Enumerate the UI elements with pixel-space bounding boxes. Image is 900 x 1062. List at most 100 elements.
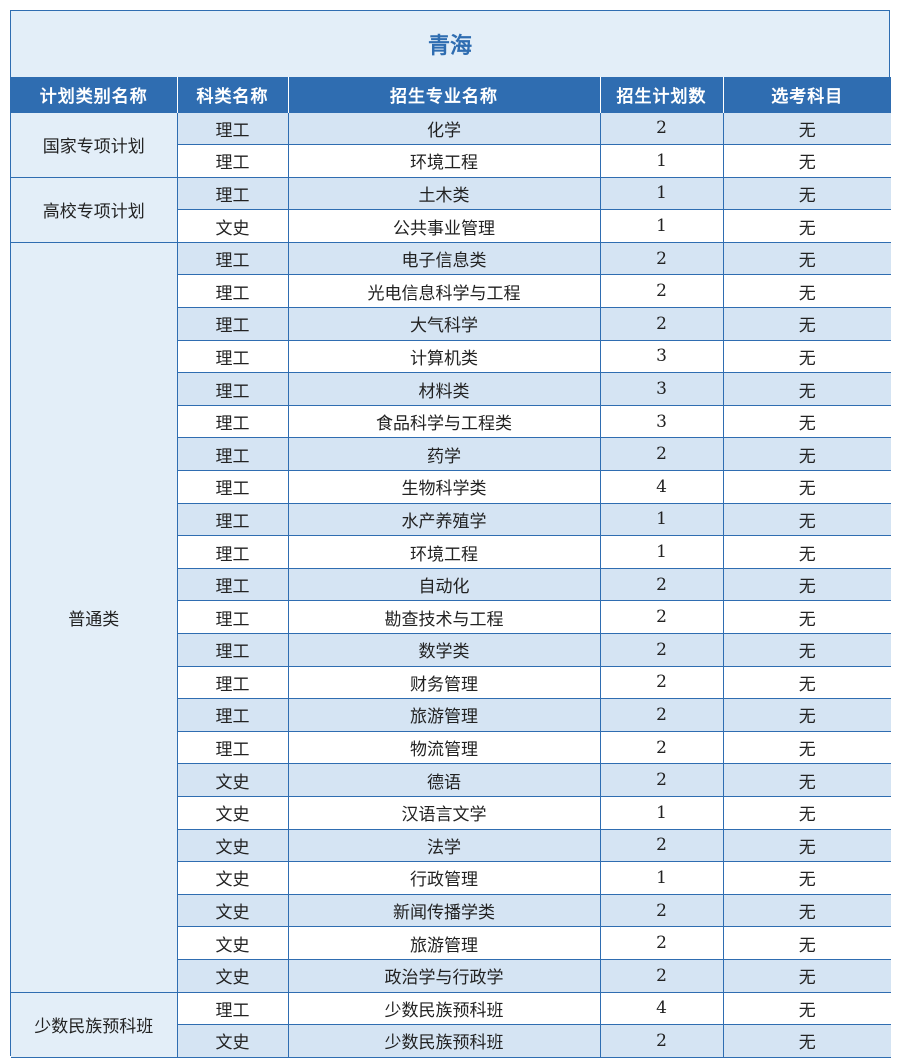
subject-type-cell: 文史 bbox=[176, 795, 289, 830]
header-plan-count: 招生计划数 bbox=[599, 77, 723, 112]
major-name-cell: 药学 bbox=[287, 437, 601, 472]
subject-type-cell: 理工 bbox=[176, 144, 289, 178]
plan-count-cell: 2 bbox=[599, 828, 724, 863]
major-name-cell: 政治学与行政学 bbox=[287, 958, 601, 993]
major-name-cell: 新闻传播学类 bbox=[287, 893, 601, 928]
elective-subjects-cell: 无 bbox=[722, 893, 891, 928]
table-row: 普通类 理工 电子信息类 2 无 bbox=[11, 241, 891, 993]
table-row: 高校专项计划 理工 土木类 1 无 bbox=[11, 176, 891, 243]
subject-type-cell: 文史 bbox=[176, 958, 289, 993]
subject-type-cell: 理工 bbox=[176, 241, 289, 276]
subject-type-cell: 理工 bbox=[176, 470, 289, 504]
major-name-cell: 环境工程 bbox=[287, 144, 601, 178]
elective-subjects-cell: 无 bbox=[722, 1024, 891, 1058]
subject-type-cell: 理工 bbox=[176, 274, 289, 309]
subject-type-cell: 理工 bbox=[176, 111, 289, 146]
table-row: 理工 水产养殖学 1 无 bbox=[11, 502, 891, 537]
elective-subjects-cell: 无 bbox=[722, 535, 891, 569]
plan-count-cell: 4 bbox=[599, 991, 724, 1026]
plan-category-cell: 国家专项计划 bbox=[11, 111, 178, 178]
table-row: 国家专项计划 理工 化学 2 无 bbox=[11, 111, 891, 178]
major-name-cell: 环境工程 bbox=[287, 535, 601, 569]
subject-type-cell: 理工 bbox=[176, 437, 289, 472]
plan-count-cell: 2 bbox=[599, 893, 724, 928]
subject-type-cell: 理工 bbox=[176, 372, 289, 406]
major-name-cell: 行政管理 bbox=[287, 861, 601, 895]
plan-count-cell: 3 bbox=[599, 404, 724, 439]
elective-subjects-cell: 无 bbox=[722, 567, 891, 602]
plan-count-cell: 2 bbox=[599, 698, 724, 732]
plan-count-cell: 1 bbox=[599, 795, 724, 830]
plan-category-cell: 少数民族预科班 bbox=[11, 991, 178, 1058]
subject-type-cell: 理工 bbox=[176, 176, 289, 211]
table-row: 文史 公共事业管理 1 无 bbox=[11, 209, 891, 243]
subject-type-cell: 文史 bbox=[176, 1024, 289, 1058]
major-name-cell: 数学类 bbox=[287, 633, 601, 667]
table-row: 文史 法学 2 无 bbox=[11, 828, 891, 863]
elective-subjects-cell: 无 bbox=[722, 339, 891, 374]
table-row: 理工 财务管理 2 无 bbox=[11, 665, 891, 700]
subject-type-cell: 理工 bbox=[176, 339, 289, 374]
table-row: 理工 材料类 3 无 bbox=[11, 372, 891, 406]
plan-count-cell: 2 bbox=[599, 633, 724, 667]
plan-count-cell: 2 bbox=[599, 926, 724, 960]
table-row: 文史 行政管理 1 无 bbox=[11, 861, 891, 895]
table-row: 文史 旅游管理 2 无 bbox=[11, 926, 891, 960]
major-name-cell: 少数民族预科班 bbox=[287, 1024, 601, 1058]
subject-type-cell: 文史 bbox=[176, 893, 289, 928]
subject-type-cell: 理工 bbox=[176, 633, 289, 667]
table-body: 国家专项计划 理工 化学 2 无理工 环境工程 1 无高校专项计划 理工 土木类 1 无文史 公共事业管… bbox=[11, 111, 891, 1058]
elective-subjects-cell: 无 bbox=[722, 404, 891, 439]
table-row: 理工 大气科学 2 无 bbox=[11, 307, 891, 341]
plan-count-cell: 2 bbox=[599, 763, 724, 797]
table-row: 理工 自动化 2 无 bbox=[11, 567, 891, 602]
header-subject-type: 科类名称 bbox=[176, 77, 288, 112]
major-name-cell: 法学 bbox=[287, 828, 601, 863]
elective-subjects-cell: 无 bbox=[722, 307, 891, 341]
major-name-cell: 材料类 bbox=[287, 372, 601, 406]
elective-subjects-cell: 无 bbox=[722, 861, 891, 895]
plan-count-cell: 1 bbox=[599, 144, 724, 178]
elective-subjects-cell: 无 bbox=[722, 209, 891, 243]
major-name-cell: 德语 bbox=[287, 763, 601, 797]
subject-type-cell: 理工 bbox=[176, 404, 289, 439]
major-name-cell: 土木类 bbox=[287, 176, 601, 211]
elective-subjects-cell: 无 bbox=[722, 241, 891, 276]
plan-count-cell: 2 bbox=[599, 958, 724, 993]
major-name-cell: 物流管理 bbox=[287, 730, 601, 765]
major-name-cell: 水产养殖学 bbox=[287, 502, 601, 537]
elective-subjects-cell: 无 bbox=[722, 144, 891, 178]
major-name-cell: 光电信息科学与工程 bbox=[287, 274, 601, 309]
plan-count-cell: 4 bbox=[599, 470, 724, 504]
elective-subjects-cell: 无 bbox=[722, 372, 891, 406]
elective-subjects-cell: 无 bbox=[722, 665, 891, 700]
table-row: 理工 环境工程 1 无 bbox=[11, 144, 891, 178]
elective-subjects-cell: 无 bbox=[722, 600, 891, 634]
table-row: 理工 勘查技术与工程 2 无 bbox=[11, 600, 891, 634]
major-name-cell: 食品科学与工程类 bbox=[287, 404, 601, 439]
plan-count-cell: 2 bbox=[599, 600, 724, 634]
subject-type-cell: 理工 bbox=[176, 307, 289, 341]
plan-count-cell: 1 bbox=[599, 535, 724, 569]
table-card: 青海 计划类别名称 科类名称 招生专业名称 招生计划数 选考科目 国家专项计划理… bbox=[10, 10, 891, 1058]
page-title: 青海 bbox=[427, 34, 472, 59]
plan-category-cell: 普通类 bbox=[11, 241, 178, 993]
major-name-cell: 电子信息类 bbox=[287, 241, 601, 276]
elective-subjects-cell: 无 bbox=[722, 991, 891, 1026]
plan-count-cell: 1 bbox=[599, 176, 724, 211]
plan-count-cell: 2 bbox=[599, 241, 724, 276]
major-name-cell: 公共事业管理 bbox=[287, 209, 601, 243]
major-name-cell: 汉语言文学 bbox=[287, 795, 601, 830]
table-row: 文史 新闻传播学类 2 无 bbox=[11, 893, 891, 928]
plan-count-cell: 2 bbox=[599, 437, 724, 472]
major-name-cell: 旅游管理 bbox=[287, 698, 601, 732]
table-row: 理工 光电信息科学与工程 2 无 bbox=[11, 274, 891, 309]
elective-subjects-cell: 无 bbox=[722, 633, 891, 667]
plan-count-cell: 2 bbox=[599, 567, 724, 602]
plan-count-cell: 1 bbox=[599, 502, 724, 537]
major-name-cell: 大气科学 bbox=[287, 307, 601, 341]
plan-count-cell: 2 bbox=[599, 730, 724, 765]
elective-subjects-cell: 无 bbox=[722, 698, 891, 732]
subject-type-cell: 文史 bbox=[176, 926, 289, 960]
enrollment-plan-table: 计划类别名称 科类名称 招生专业名称 招生计划数 选考科目 国家专项计划 理工 化学… bbox=[11, 77, 891, 1058]
